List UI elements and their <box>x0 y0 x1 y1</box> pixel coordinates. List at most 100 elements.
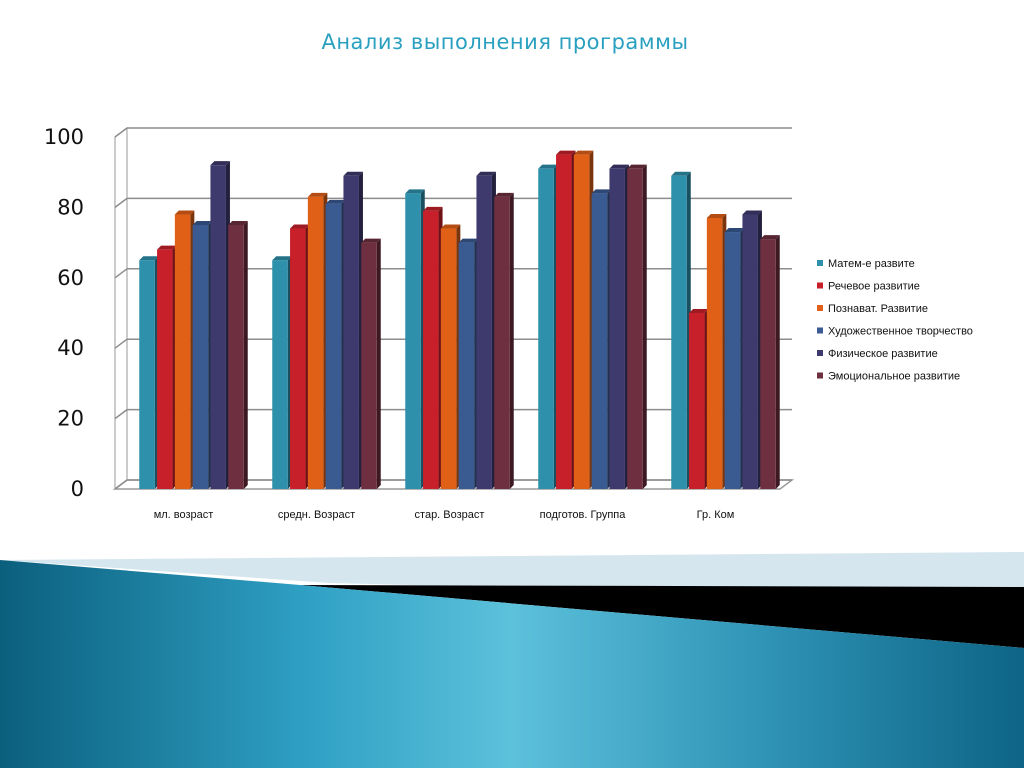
bar <box>307 192 328 489</box>
bar <box>325 199 346 489</box>
bar-front <box>591 193 608 489</box>
bar-front <box>742 214 758 489</box>
bar-front <box>689 313 705 489</box>
bar-front <box>573 154 590 489</box>
bar-front <box>290 228 306 489</box>
bar <box>423 206 443 490</box>
bar-front <box>423 210 439 490</box>
bar <box>440 224 461 489</box>
legend-item: Речевое развитие <box>817 281 920 293</box>
y-tick-label: 0 <box>71 477 84 501</box>
bar-front <box>671 175 687 489</box>
bar-top <box>210 161 230 166</box>
bar-top <box>440 224 461 229</box>
gridline-depth <box>114 197 128 208</box>
bar-side <box>642 164 647 489</box>
gridline-depth <box>114 409 128 420</box>
bar-top <box>538 164 558 169</box>
bar <box>627 164 647 489</box>
legend-swatch <box>817 260 823 266</box>
y-tick-label: 40 <box>57 336 84 360</box>
bar-side <box>775 235 780 489</box>
bar-front <box>272 260 288 489</box>
y-tick-label: 100 <box>44 125 84 149</box>
bar-top <box>343 171 363 176</box>
bar <box>405 189 425 489</box>
bar <box>591 189 612 489</box>
bar-top <box>609 164 629 169</box>
chart-legend: Матем-е развите Речевое развитие Познават.… <box>817 258 973 383</box>
bar-front <box>192 225 209 489</box>
bar <box>458 238 479 489</box>
bar-side <box>243 221 248 489</box>
gridline-depth <box>114 268 128 279</box>
bar-front <box>139 260 155 489</box>
bar-top <box>458 238 479 243</box>
bar-top <box>760 235 780 240</box>
bar-front <box>325 203 342 489</box>
y-tick-label: 60 <box>57 266 84 290</box>
bar <box>494 192 514 489</box>
bar-top <box>476 171 496 176</box>
legend-label: Художественное творчество <box>828 326 973 338</box>
bar <box>609 164 629 489</box>
bar <box>706 213 727 489</box>
bar-top <box>272 256 292 261</box>
legend-label: Матем-е развите <box>828 258 915 270</box>
bar-top <box>627 164 647 169</box>
legend-item: Художественное творчество <box>817 326 973 338</box>
y-tick-label: 20 <box>57 407 84 431</box>
bar-top <box>724 228 745 233</box>
legend-item: Эмоциональное развитие <box>817 371 960 383</box>
bar-top <box>742 210 762 215</box>
bar-front <box>361 242 377 489</box>
bar-top <box>405 189 425 194</box>
bar-side <box>376 238 381 489</box>
bar-front <box>494 196 510 489</box>
bar-front <box>157 249 173 489</box>
bar-top <box>228 221 248 225</box>
bar-front <box>609 168 625 489</box>
bar-top <box>307 192 328 197</box>
bar-top <box>290 224 310 229</box>
legend-swatch <box>817 282 823 289</box>
x-tick-label: мл. возраст <box>154 509 214 521</box>
bar-top <box>325 199 346 204</box>
bar-front <box>627 168 643 489</box>
legend-label: Физическое развитие <box>828 348 938 360</box>
bar <box>573 150 594 489</box>
bar <box>476 171 496 489</box>
bar <box>157 245 177 489</box>
legend-label: Речевое развитие <box>828 281 920 293</box>
x-tick-label: средн. Возраст <box>278 509 355 521</box>
bar-front <box>538 168 554 489</box>
y-tick-label: 80 <box>57 195 84 219</box>
bar-top <box>192 221 213 225</box>
bar <box>538 164 558 489</box>
bar-front <box>440 228 457 489</box>
bar-front <box>706 217 723 489</box>
bar <box>724 228 745 490</box>
bar-top <box>139 256 159 261</box>
bar <box>343 171 363 489</box>
chart-side-wall <box>114 127 128 490</box>
bar <box>192 221 213 489</box>
bar-top <box>361 238 381 243</box>
bar-front <box>228 225 244 489</box>
bar-top <box>591 189 612 194</box>
bar-front <box>174 214 191 489</box>
bar-front <box>556 154 572 489</box>
bar <box>210 161 230 489</box>
bar-top <box>573 150 594 155</box>
bar <box>290 224 310 489</box>
gridline-depth <box>114 127 128 138</box>
slide-title: Анализ выполнения программы <box>321 30 689 54</box>
gridline-depth <box>114 338 128 349</box>
x-tick-label: стар. Возраст <box>415 509 485 521</box>
bar-front <box>307 196 324 489</box>
bar-front <box>476 175 492 489</box>
bar <box>139 256 159 489</box>
bar-front <box>405 193 421 489</box>
